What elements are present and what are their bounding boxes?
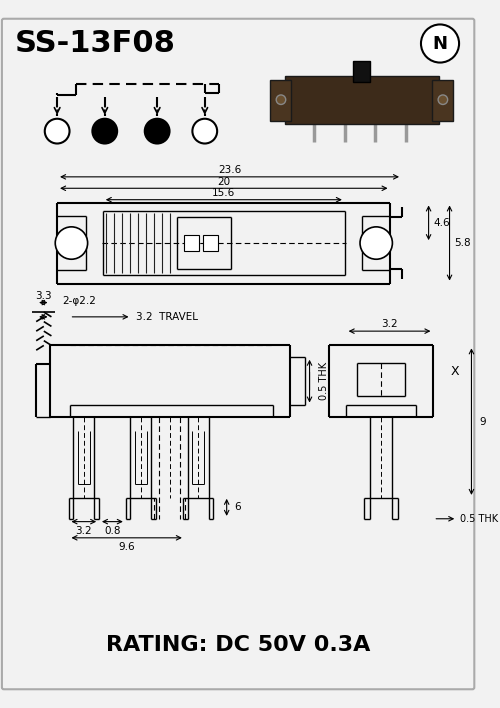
- Text: 3.2: 3.2: [381, 319, 398, 329]
- Text: 3.3: 3.3: [35, 291, 51, 301]
- FancyBboxPatch shape: [285, 76, 439, 124]
- Circle shape: [276, 95, 285, 105]
- Text: 20: 20: [218, 176, 230, 187]
- Bar: [203, 236, 218, 251]
- Text: 5.8: 5.8: [454, 238, 471, 248]
- Text: SS-13F08: SS-13F08: [14, 29, 175, 58]
- Text: 23.6: 23.6: [218, 165, 241, 175]
- Text: RATING: DC 50V 0.3A: RATING: DC 50V 0.3A: [106, 636, 370, 656]
- Circle shape: [145, 119, 170, 144]
- Text: 2-φ2.2: 2-φ2.2: [62, 296, 96, 306]
- Text: 3.2: 3.2: [76, 526, 92, 536]
- Text: X: X: [450, 365, 459, 377]
- FancyBboxPatch shape: [432, 80, 454, 121]
- FancyBboxPatch shape: [2, 18, 474, 690]
- Text: 0.8: 0.8: [104, 526, 120, 536]
- Text: N: N: [432, 35, 448, 52]
- Circle shape: [438, 95, 448, 105]
- Text: 9.6: 9.6: [118, 542, 135, 552]
- Text: 4.6: 4.6: [434, 218, 450, 228]
- Circle shape: [55, 227, 88, 259]
- Circle shape: [92, 119, 117, 144]
- Circle shape: [421, 25, 459, 62]
- Circle shape: [192, 119, 217, 144]
- Text: 15.6: 15.6: [212, 188, 236, 198]
- FancyBboxPatch shape: [270, 80, 291, 121]
- FancyBboxPatch shape: [354, 61, 370, 81]
- Text: 9: 9: [479, 416, 486, 427]
- Bar: [184, 236, 199, 251]
- Text: 0.5 THK: 0.5 THK: [460, 514, 498, 524]
- Circle shape: [360, 227, 392, 259]
- Text: 6: 6: [234, 503, 241, 513]
- Circle shape: [45, 119, 70, 144]
- Text: 3.2  TRAVEL: 3.2 TRAVEL: [136, 312, 198, 322]
- Text: 0.5 THK: 0.5 THK: [319, 362, 329, 400]
